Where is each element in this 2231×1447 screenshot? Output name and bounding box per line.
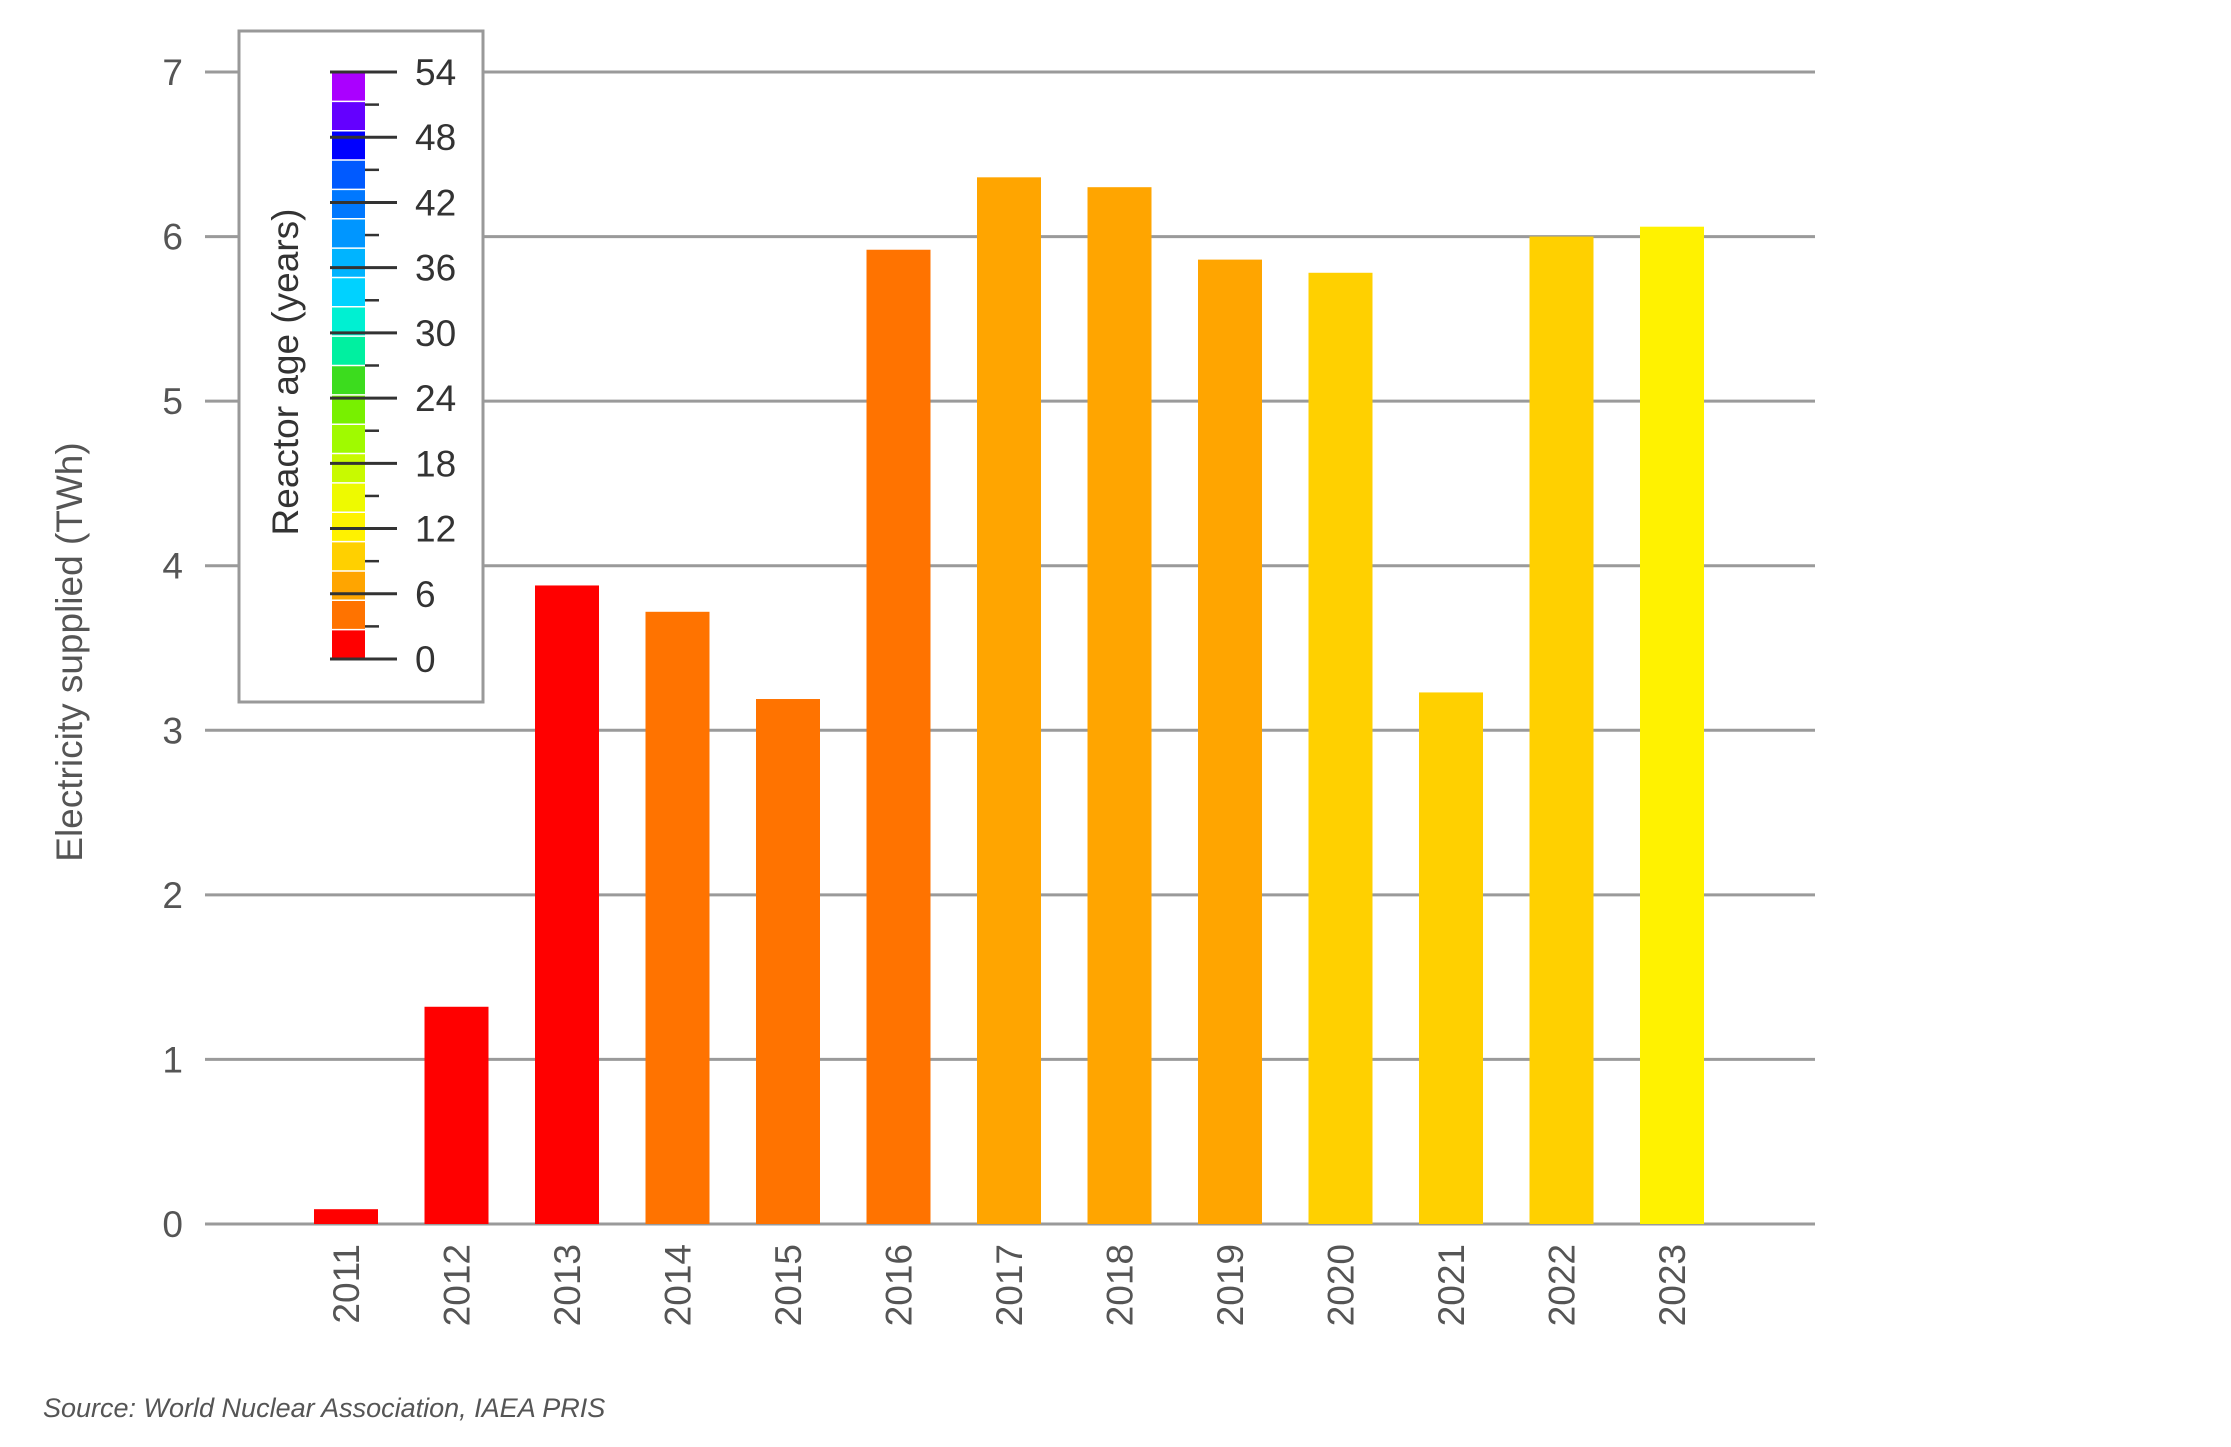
colorbar-segment bbox=[332, 336, 365, 366]
bar-2012 bbox=[424, 1006, 489, 1224]
colorbar-tick-label: 54 bbox=[415, 52, 456, 93]
colorbar-segment bbox=[332, 248, 365, 278]
y-tick-label: 1 bbox=[162, 1039, 183, 1080]
bars bbox=[314, 177, 1704, 1225]
colorbar-legend: 0 6 12 18 24 30 36 42 48 54 Reactor age (years) bbox=[237, 29, 485, 704]
x-tick-label: 2020 bbox=[1321, 1244, 1362, 1326]
colorbar-segment bbox=[332, 130, 365, 161]
y-tick-label: 2 bbox=[162, 875, 183, 916]
x-tick-label: 2013 bbox=[547, 1244, 588, 1326]
y-tick-label: 7 bbox=[162, 52, 183, 93]
bar-2011 bbox=[314, 1209, 378, 1224]
colorbar-segment bbox=[332, 600, 365, 630]
y-tick-label: 5 bbox=[162, 381, 183, 422]
y-tick-label: 4 bbox=[162, 546, 183, 587]
x-tick-label: 2015 bbox=[768, 1244, 809, 1326]
source-note: Source: World Nuclear Association, IAEA … bbox=[43, 1393, 606, 1423]
colorbar-label: Reactor age (years) bbox=[265, 209, 306, 536]
x-tick-label: 2016 bbox=[879, 1244, 920, 1326]
colorbar-tick-label: 0 bbox=[415, 639, 436, 680]
y-tick-label: 3 bbox=[162, 710, 183, 751]
bar-2020 bbox=[1308, 272, 1373, 1225]
colorbar-segment bbox=[332, 218, 365, 249]
x-tick-label: 2018 bbox=[1100, 1244, 1141, 1326]
colorbar-segment bbox=[332, 160, 365, 190]
colorbar-tick-label: 6 bbox=[415, 574, 436, 615]
colorbar-segment bbox=[332, 424, 365, 454]
bar-2017 bbox=[977, 177, 1041, 1225]
x-tick-label: 2017 bbox=[989, 1244, 1030, 1326]
bar-2013 bbox=[535, 585, 599, 1224]
bar-2015 bbox=[756, 699, 820, 1224]
colorbar-tick-label: 18 bbox=[415, 443, 456, 484]
colorbar-segment bbox=[332, 541, 365, 571]
colorbar-tick-label: 36 bbox=[415, 248, 456, 289]
bar-2022 bbox=[1529, 236, 1594, 1225]
y-tick-label: 6 bbox=[162, 217, 183, 258]
colorbar-tick-label: 42 bbox=[415, 182, 456, 223]
x-tick-label: 2023 bbox=[1652, 1244, 1693, 1326]
colorbar-tick-label: 30 bbox=[415, 313, 456, 354]
colorbar-tick-label: 48 bbox=[415, 117, 456, 158]
colorbar-segment bbox=[332, 365, 365, 395]
colorbar-segment bbox=[332, 101, 365, 131]
x-tick-label: 2022 bbox=[1542, 1244, 1583, 1326]
x-tick-label: 2019 bbox=[1210, 1244, 1251, 1326]
colorbar-tick-label: 24 bbox=[415, 378, 456, 419]
colorbar-segment bbox=[332, 189, 365, 219]
colorbar-segment bbox=[332, 482, 365, 513]
y-tick-label: 0 bbox=[162, 1204, 183, 1245]
bar-2018 bbox=[1087, 187, 1152, 1225]
bar-2023 bbox=[1640, 226, 1704, 1224]
y-axis-label: Electricity supplied (TWh) bbox=[49, 442, 90, 861]
x-tick-label: 2012 bbox=[437, 1244, 478, 1326]
colorbar-segment bbox=[332, 72, 365, 102]
bar-2019 bbox=[1198, 259, 1262, 1224]
colorbar-segment bbox=[332, 306, 365, 337]
colorbar-tick-label: 12 bbox=[415, 509, 456, 550]
colorbar-segment bbox=[332, 629, 365, 659]
bar-2014 bbox=[645, 611, 710, 1224]
colorbar-segment bbox=[332, 394, 365, 425]
colorbar-segment bbox=[332, 570, 365, 601]
x-tick-label: 2021 bbox=[1431, 1244, 1472, 1326]
colorbar-segment bbox=[332, 512, 365, 542]
x-tick-label: 2014 bbox=[658, 1244, 699, 1326]
bar-2021 bbox=[1419, 692, 1483, 1224]
colorbar-segment bbox=[332, 453, 365, 483]
bar-2016 bbox=[866, 249, 931, 1225]
x-tick-label: 2011 bbox=[326, 1244, 367, 1324]
colorbar-segment bbox=[332, 277, 365, 307]
